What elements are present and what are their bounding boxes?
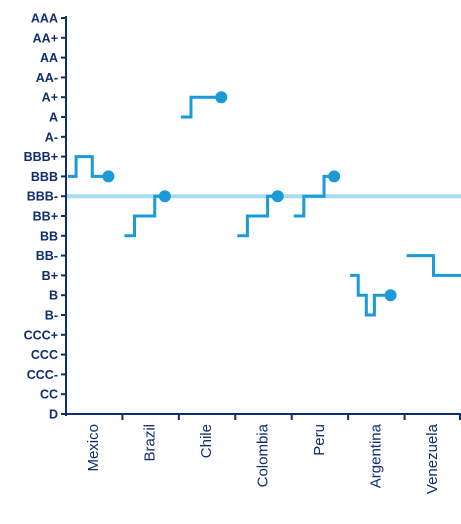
series-end-marker (271, 190, 284, 203)
category-label: Colombia (255, 423, 272, 487)
tick-label-layer: AAAAA+AAAA-A+AA-BBB+BBBBBB-BB+BBBB-B+BB-… (24, 12, 58, 422)
y-tick-label: B (49, 289, 58, 303)
series-line (350, 273, 391, 317)
series-end-marker (384, 289, 397, 302)
series-end-marker (328, 170, 341, 183)
y-tick-label: AA+ (33, 31, 58, 45)
y-tick-label: BB (40, 229, 58, 243)
y-tick-label: B+ (42, 269, 58, 283)
category-label: Peru (311, 424, 328, 456)
y-tick-label: CCC- (27, 368, 58, 382)
y-tick-label: BBB+ (24, 150, 58, 164)
y-tick-label: D (49, 408, 58, 422)
series-line (180, 95, 222, 119)
category-label-layer: Mexico Brazil Chile Colombia Peru Argentina Ve… (85, 423, 441, 494)
category-label: Brazil (142, 424, 159, 462)
series-line (406, 254, 461, 277)
category-label: Venezuela (424, 423, 441, 494)
axis-layer (61, 16, 461, 420)
series-line (237, 194, 278, 238)
series-end-marker (215, 91, 228, 104)
y-tick-label: B- (45, 309, 58, 323)
category-label: Chile (198, 424, 215, 458)
y-tick-label: AA- (36, 71, 58, 85)
y-tick-label: A+ (42, 91, 58, 105)
y-tick-label: A- (45, 130, 58, 144)
y-tick-label: CC (40, 388, 58, 402)
series-layer (68, 91, 461, 317)
category-label: Mexico (85, 424, 102, 472)
series-line (68, 155, 109, 178)
y-tick-label: AA (40, 51, 58, 65)
series-line (124, 194, 165, 238)
y-tick-label: BB+ (33, 210, 58, 224)
y-tick-label: A (49, 111, 58, 125)
y-tick-label: AAA (31, 12, 58, 26)
y-tick-label: CCC+ (24, 328, 58, 342)
series-end-marker (102, 170, 115, 183)
category-label: Argentina (367, 423, 384, 488)
series-line (293, 174, 335, 218)
series-end-marker (158, 190, 171, 203)
y-tick-label: CCC (31, 348, 58, 362)
y-tick-label: BBB (31, 170, 58, 184)
y-tick-label: BBB- (27, 190, 58, 204)
y-tick-label: BB- (36, 249, 58, 263)
